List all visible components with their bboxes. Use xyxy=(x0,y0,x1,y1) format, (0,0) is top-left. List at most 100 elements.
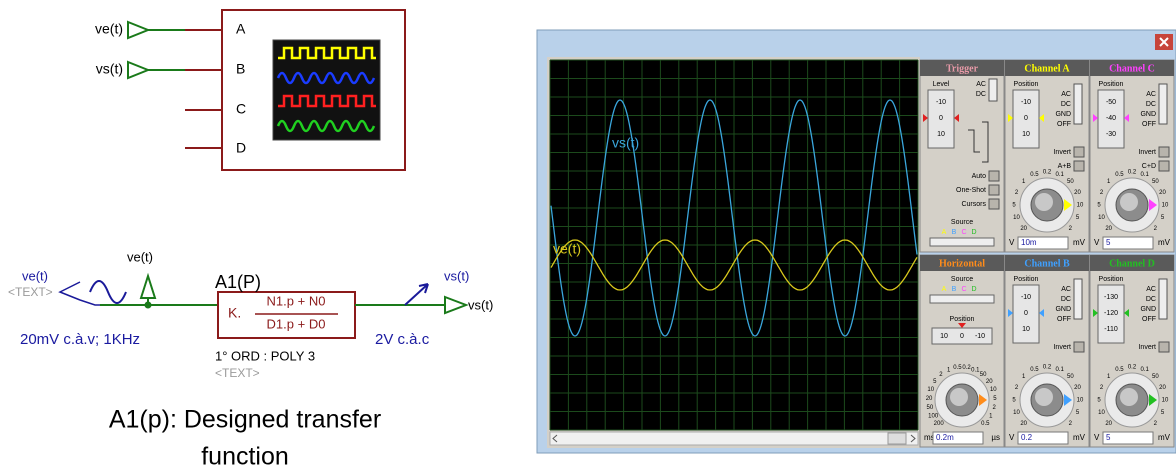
source-channel: B xyxy=(952,229,957,236)
source-channel: D xyxy=(971,286,976,293)
knob-scale: 10 xyxy=(1162,203,1169,209)
coupling-switch[interactable] xyxy=(989,79,997,101)
coupling-label: AC xyxy=(1146,91,1156,98)
coupling-label: GND xyxy=(1055,111,1071,118)
coupling-switch[interactable] xyxy=(1159,84,1167,124)
button[interactable] xyxy=(989,199,999,209)
source-channel: A xyxy=(942,229,947,236)
slider-scale: -10 xyxy=(936,99,946,106)
numerator: N1.p + N0 xyxy=(267,293,326,308)
button[interactable] xyxy=(1159,342,1169,352)
slider-scale: -130 xyxy=(1104,294,1118,301)
button[interactable] xyxy=(1074,342,1084,352)
knob-scale: 50 xyxy=(980,372,987,378)
position-label: Position xyxy=(1014,276,1039,283)
button[interactable] xyxy=(989,185,999,195)
slider-scale: -10 xyxy=(975,333,985,340)
screenshot: ve(t) vs(t) A B C D ve(t) ve(t) <TEXT> 2… xyxy=(0,0,1176,476)
terminal xyxy=(128,62,148,78)
coupling-label: OFF xyxy=(1057,121,1071,128)
unit-label: mV xyxy=(1158,238,1171,247)
source-value: 20mV c.à.v; 1KHz xyxy=(20,331,140,348)
knob-scale: 20 xyxy=(1074,385,1081,391)
unit-label: V xyxy=(1009,433,1015,442)
coupling-label: GND xyxy=(1055,306,1071,313)
source-channel: C xyxy=(961,229,966,236)
unit-label: V xyxy=(1094,238,1100,247)
button-label: Invert xyxy=(1053,344,1071,351)
page: ve(t) vs(t) A B C D ve(t) ve(t) <TEXT> 2… xyxy=(0,0,1176,476)
value-text: 5 xyxy=(1106,433,1111,442)
knob-scale: 200 xyxy=(934,421,945,427)
coupling-label: DC xyxy=(1061,101,1071,108)
coupling-label: OFF xyxy=(1057,316,1071,323)
position-label: Position xyxy=(1099,276,1124,283)
button-label: A+B xyxy=(1058,163,1072,170)
level-label: Level xyxy=(933,81,950,88)
coupling-label: AC xyxy=(1061,91,1071,98)
knob-scale: 10 xyxy=(1077,203,1084,209)
button[interactable] xyxy=(1074,161,1084,171)
knob-scale: 10 xyxy=(990,387,997,393)
knob-scale: 0.5 xyxy=(981,421,990,427)
position-label: Position xyxy=(1099,81,1124,88)
knob-scale: 0.1 xyxy=(1055,367,1064,373)
denominator: D1.p + D0 xyxy=(267,316,326,331)
button[interactable] xyxy=(1074,147,1084,157)
slider-scale: -10 xyxy=(1021,294,1031,301)
terminal-label: ve(t) xyxy=(95,21,123,37)
knob-cap xyxy=(1035,388,1053,406)
button-label: C+D xyxy=(1142,163,1156,170)
coupling-switch[interactable] xyxy=(1074,84,1082,124)
button[interactable] xyxy=(1159,147,1169,157)
source-channel: B xyxy=(952,286,957,293)
source-slider[interactable] xyxy=(930,295,994,303)
knob-scale: 20 xyxy=(926,396,933,402)
coupling-switch[interactable] xyxy=(1159,279,1167,319)
value-text: 10m xyxy=(1021,238,1037,247)
knob-scale: 0.5 xyxy=(1030,172,1039,178)
knob-scale: 0.2 xyxy=(1043,365,1052,371)
source-slider[interactable] xyxy=(930,238,994,246)
panel-title: Channel B xyxy=(1024,258,1070,269)
terminal xyxy=(141,276,155,298)
scroll-thumb[interactable] xyxy=(888,433,906,444)
button[interactable] xyxy=(989,171,999,181)
output-value: 2V c.à.c xyxy=(375,331,430,348)
slider-scale: 10 xyxy=(937,131,945,138)
slider-scale: -30 xyxy=(1106,131,1116,138)
coupling-label: DC xyxy=(976,91,986,98)
slider-scale: 0 xyxy=(1024,115,1028,122)
panel-title: Horizontal xyxy=(939,258,985,269)
coupling-label: GND xyxy=(1140,111,1156,118)
knob-scale: 50 xyxy=(1067,179,1074,185)
caption: A1(p): Designed transfer xyxy=(109,406,381,434)
terminal xyxy=(128,22,148,38)
unit-label: V xyxy=(1094,433,1100,442)
terminal xyxy=(445,297,466,313)
unit-label: mV xyxy=(1073,433,1086,442)
scrollbar[interactable] xyxy=(550,432,918,445)
button[interactable] xyxy=(1159,161,1169,171)
position-label: Position xyxy=(1014,81,1039,88)
knob-scale: 20 xyxy=(1020,421,1027,427)
probe-label: vs(t) xyxy=(444,268,469,283)
knob-cap xyxy=(1120,388,1138,406)
slider-scale: 0 xyxy=(960,333,964,340)
position-label: Position xyxy=(950,316,975,323)
slider-scale: -10 xyxy=(1021,99,1031,106)
pin-label: C xyxy=(236,101,246,117)
display-grid xyxy=(550,60,918,430)
unit-label: mV xyxy=(1158,433,1171,442)
knob-scale: 10 xyxy=(927,387,934,393)
circuit xyxy=(60,276,466,338)
value-text: 0.2 xyxy=(1021,433,1033,442)
knob-scale: 10 xyxy=(1098,410,1105,416)
trace-label: vs(t) xyxy=(612,135,639,151)
coupling-switch[interactable] xyxy=(1074,279,1082,319)
source-label: ve(t) xyxy=(22,268,48,283)
unit-label: V xyxy=(1009,238,1015,247)
value-text: 5 xyxy=(1106,238,1111,247)
knob-scale: 50 xyxy=(927,405,934,411)
knob-scale: 20 xyxy=(1074,190,1081,196)
